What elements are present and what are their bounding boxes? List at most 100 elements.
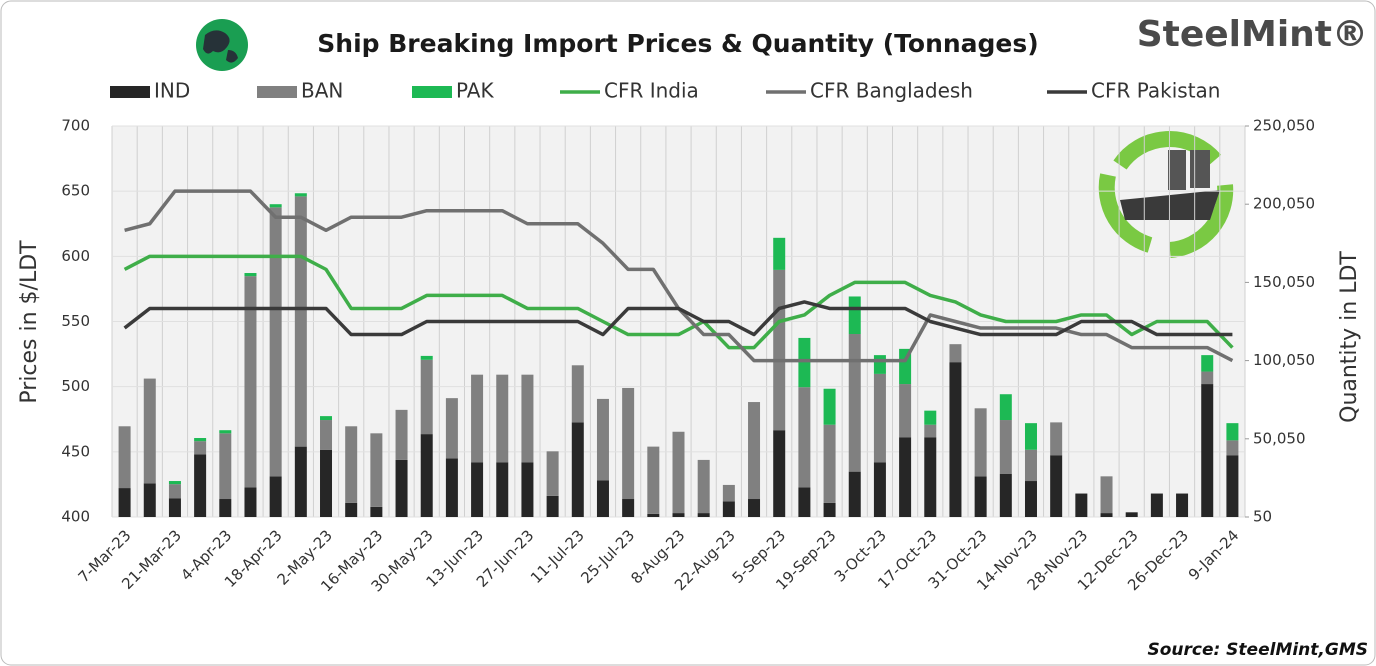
bar-segment bbox=[445, 398, 458, 459]
bar-segment bbox=[949, 362, 962, 517]
bar-segment bbox=[546, 451, 559, 496]
bar-segment bbox=[974, 408, 987, 477]
bar-segment bbox=[1201, 371, 1214, 385]
y2-tick-label: 150,050 bbox=[1253, 273, 1315, 291]
y2-tick-label: 100,050 bbox=[1253, 351, 1315, 369]
bar-segment bbox=[773, 430, 786, 517]
bar-segment bbox=[798, 487, 811, 517]
bar-segment bbox=[320, 420, 333, 450]
bar-segment bbox=[1100, 476, 1113, 514]
bar-segment bbox=[949, 344, 962, 363]
bar-segment bbox=[773, 269, 786, 431]
bar-segment bbox=[294, 446, 307, 517]
bar-segment bbox=[1050, 455, 1063, 517]
line bbox=[123, 300, 1233, 337]
y2-tick-label: 250,050 bbox=[1253, 117, 1315, 135]
bar-segment bbox=[999, 420, 1012, 474]
bar-segment bbox=[722, 484, 735, 502]
bar-segment bbox=[823, 502, 836, 517]
bar-segment bbox=[521, 462, 534, 517]
bar-segment bbox=[622, 387, 635, 500]
bar-segment bbox=[370, 506, 383, 517]
bar-segment bbox=[168, 481, 181, 485]
bar-segment bbox=[924, 410, 937, 425]
bar-segment bbox=[672, 431, 685, 514]
bar-segment bbox=[345, 502, 358, 517]
bar-segment bbox=[168, 484, 181, 499]
bar-segment bbox=[143, 483, 156, 517]
bar-segment bbox=[697, 459, 710, 514]
bar-segment bbox=[1024, 423, 1037, 450]
bar-segment bbox=[873, 355, 886, 374]
y-tick-label: 500 bbox=[61, 377, 90, 395]
y2-tick-label: 50 bbox=[1253, 508, 1272, 526]
bar-segment bbox=[1150, 493, 1163, 517]
bar-segment bbox=[1201, 355, 1214, 372]
bar-segment bbox=[823, 388, 836, 425]
bar-segment bbox=[974, 476, 987, 517]
logo: SteelMint® bbox=[1137, 14, 1368, 55]
bar-segment bbox=[647, 513, 660, 517]
legend-label: CFR Pakistan bbox=[1091, 79, 1220, 103]
bar-segment bbox=[1100, 513, 1113, 517]
bar-segment bbox=[118, 488, 131, 517]
bar-segment bbox=[395, 459, 408, 517]
bar-segment bbox=[294, 196, 307, 447]
y-axis-title: Prices in $/LDT bbox=[17, 240, 42, 404]
bar-segment bbox=[168, 498, 181, 517]
legend-label: IND bbox=[154, 79, 190, 103]
bar-segment bbox=[596, 398, 609, 481]
bar-segment bbox=[899, 437, 912, 517]
legend-label: CFR India bbox=[604, 79, 699, 103]
bar-segment bbox=[445, 458, 458, 517]
bar-segment bbox=[420, 359, 433, 435]
bar-segment bbox=[722, 501, 735, 517]
bar-segment bbox=[294, 193, 307, 197]
bar-segment bbox=[924, 424, 937, 438]
globe-icon bbox=[196, 19, 248, 71]
bar-segment bbox=[873, 373, 886, 463]
bar-segment bbox=[118, 426, 131, 489]
bar-segment bbox=[320, 416, 333, 421]
bar-segment bbox=[219, 430, 232, 434]
bar-segment bbox=[370, 433, 383, 507]
y-tick-label: 450 bbox=[61, 442, 90, 460]
bar-segment bbox=[269, 207, 282, 477]
legend-label: CFR Bangladesh bbox=[810, 79, 973, 103]
bar-segment bbox=[320, 449, 333, 517]
bar-segment bbox=[420, 434, 433, 517]
bar-segment bbox=[571, 365, 584, 423]
recycle-icon bbox=[1098, 131, 1234, 258]
y2-axis-title: Quantity in LDT bbox=[1337, 251, 1362, 423]
y-tick-label: 650 bbox=[61, 182, 90, 200]
bar-segment bbox=[1075, 493, 1088, 517]
bar-segment bbox=[521, 374, 534, 463]
bar-segment bbox=[1226, 423, 1239, 441]
bar-segment bbox=[773, 237, 786, 270]
bar-segment bbox=[244, 273, 257, 277]
bar-segment bbox=[496, 462, 509, 517]
legend-label: PAK bbox=[456, 79, 494, 103]
bar-segment bbox=[471, 462, 484, 517]
y-tick-label: 700 bbox=[61, 117, 90, 135]
bar-segment bbox=[496, 374, 509, 463]
bar-segment bbox=[1226, 440, 1239, 456]
line bbox=[123, 254, 1234, 350]
bar-segment bbox=[1176, 493, 1189, 517]
bar-segment bbox=[848, 471, 861, 517]
y2-tick-label: 50,050 bbox=[1253, 429, 1306, 447]
y-tick-label: 600 bbox=[61, 247, 90, 265]
bar-segment bbox=[999, 394, 1012, 421]
bar-segment bbox=[571, 422, 584, 517]
y-tick-label: 550 bbox=[61, 312, 90, 330]
bar-segment bbox=[672, 513, 685, 517]
bar-segment bbox=[244, 276, 257, 488]
legend-swatch bbox=[110, 86, 150, 98]
bar-segment bbox=[345, 426, 358, 503]
bar-segment bbox=[395, 409, 408, 460]
bar-segment bbox=[1050, 422, 1063, 456]
bar-segment bbox=[697, 513, 710, 517]
bar-segment bbox=[219, 499, 232, 517]
y2-tick-label: 200,050 bbox=[1253, 195, 1315, 213]
bar-segment bbox=[622, 499, 635, 517]
